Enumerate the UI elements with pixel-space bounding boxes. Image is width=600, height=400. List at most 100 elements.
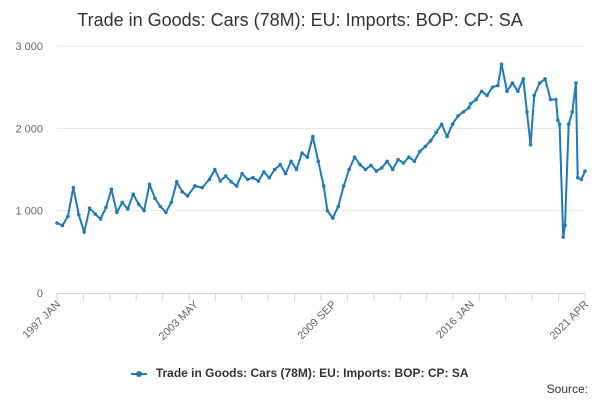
data-point[interactable] bbox=[352, 155, 357, 159]
data-point[interactable] bbox=[543, 77, 547, 81]
data-point[interactable] bbox=[305, 155, 310, 159]
data-point[interactable] bbox=[554, 97, 558, 102]
data-point[interactable] bbox=[490, 85, 495, 89]
data-point[interactable] bbox=[240, 171, 244, 176]
legend[interactable]: Trade in Goods: Cars (78M): EU: Imports:… bbox=[0, 366, 600, 380]
data-point[interactable] bbox=[125, 207, 130, 211]
data-point[interactable] bbox=[369, 163, 373, 168]
data-point[interactable] bbox=[82, 230, 87, 234]
data-point[interactable] bbox=[87, 206, 92, 210]
data-point[interactable] bbox=[234, 184, 239, 188]
data-point[interactable] bbox=[566, 122, 571, 127]
data-point[interactable] bbox=[153, 196, 157, 201]
data-point[interactable] bbox=[60, 223, 65, 228]
data-point[interactable] bbox=[428, 138, 433, 143]
data-point[interactable] bbox=[164, 210, 168, 215]
data-point[interactable] bbox=[251, 175, 255, 180]
data-point[interactable] bbox=[499, 62, 504, 66]
data-point[interactable] bbox=[423, 144, 428, 149]
data-point[interactable] bbox=[185, 194, 190, 198]
data-point[interactable] bbox=[272, 167, 277, 172]
data-point[interactable] bbox=[396, 157, 400, 162]
data-point[interactable] bbox=[474, 97, 478, 102]
data-point[interactable] bbox=[401, 161, 406, 165]
data-point[interactable] bbox=[450, 122, 455, 127]
data-point[interactable] bbox=[528, 143, 533, 147]
data-point[interactable] bbox=[71, 185, 76, 190]
data-point[interactable] bbox=[563, 223, 567, 228]
data-point[interactable] bbox=[131, 192, 136, 196]
data-point[interactable] bbox=[439, 122, 444, 127]
data-point[interactable] bbox=[575, 175, 580, 180]
data-point[interactable] bbox=[98, 217, 103, 221]
data-point[interactable] bbox=[66, 214, 70, 219]
data-point[interactable] bbox=[330, 216, 335, 220]
data-point[interactable] bbox=[434, 130, 439, 135]
data-point[interactable] bbox=[496, 83, 500, 88]
data-point[interactable] bbox=[561, 235, 566, 239]
data-point[interactable] bbox=[289, 159, 293, 164]
data-point[interactable] bbox=[532, 93, 536, 98]
data-point[interactable] bbox=[390, 167, 395, 172]
data-point[interactable] bbox=[537, 81, 542, 85]
data-point[interactable] bbox=[262, 170, 266, 174]
data-point[interactable] bbox=[374, 169, 379, 173]
data-point[interactable] bbox=[93, 212, 97, 216]
data-point[interactable] bbox=[579, 177, 584, 182]
data-point[interactable] bbox=[341, 184, 346, 188]
data-point[interactable] bbox=[468, 101, 473, 106]
data-point[interactable] bbox=[525, 110, 529, 114]
data-point[interactable] bbox=[283, 171, 288, 176]
data-point[interactable] bbox=[516, 89, 520, 94]
data-point[interactable] bbox=[418, 149, 422, 154]
data-point[interactable] bbox=[200, 185, 204, 190]
data-point[interactable] bbox=[267, 175, 272, 180]
data-point[interactable] bbox=[55, 221, 59, 225]
data-point[interactable] bbox=[193, 184, 197, 188]
data-point[interactable] bbox=[158, 204, 163, 209]
data-point[interactable] bbox=[407, 155, 411, 159]
data-point[interactable] bbox=[218, 179, 223, 183]
data-point[interactable] bbox=[300, 151, 304, 155]
data-point[interactable] bbox=[321, 184, 326, 188]
data-point[interactable] bbox=[574, 81, 578, 85]
data-point[interactable] bbox=[467, 105, 471, 110]
data-point[interactable] bbox=[456, 114, 460, 118]
data-point[interactable] bbox=[256, 179, 261, 183]
data-point[interactable] bbox=[363, 167, 368, 172]
data-point[interactable] bbox=[548, 97, 553, 102]
data-point[interactable] bbox=[311, 134, 315, 139]
data-point[interactable] bbox=[521, 77, 526, 81]
data-point[interactable] bbox=[109, 187, 114, 192]
data-point[interactable] bbox=[461, 110, 466, 114]
data-point[interactable] bbox=[485, 93, 489, 98]
data-point[interactable] bbox=[223, 174, 228, 178]
data-point[interactable] bbox=[557, 122, 562, 127]
data-point[interactable] bbox=[385, 159, 390, 164]
data-point[interactable] bbox=[245, 177, 250, 182]
data-point[interactable] bbox=[555, 118, 560, 122]
data-point[interactable] bbox=[583, 169, 587, 173]
data-point[interactable] bbox=[207, 177, 212, 182]
data-point[interactable] bbox=[479, 89, 484, 94]
data-point[interactable] bbox=[379, 166, 384, 170]
data-point[interactable] bbox=[278, 162, 282, 167]
data-point[interactable] bbox=[412, 159, 417, 164]
data-point[interactable] bbox=[147, 182, 152, 187]
data-point[interactable] bbox=[316, 159, 321, 164]
data-point[interactable] bbox=[358, 162, 362, 167]
data-point[interactable] bbox=[445, 134, 449, 139]
data-point[interactable] bbox=[104, 205, 108, 210]
data-point[interactable] bbox=[505, 89, 509, 94]
data-point[interactable] bbox=[169, 200, 174, 205]
data-point[interactable] bbox=[294, 167, 299, 172]
data-point[interactable] bbox=[325, 208, 330, 213]
data-point[interactable] bbox=[115, 210, 119, 215]
data-point[interactable] bbox=[510, 81, 515, 85]
data-point[interactable] bbox=[213, 167, 217, 172]
data-point[interactable] bbox=[570, 110, 575, 114]
data-point[interactable] bbox=[142, 208, 146, 213]
data-point[interactable] bbox=[336, 204, 341, 209]
data-point[interactable] bbox=[180, 189, 184, 194]
data-point[interactable] bbox=[136, 202, 141, 206]
